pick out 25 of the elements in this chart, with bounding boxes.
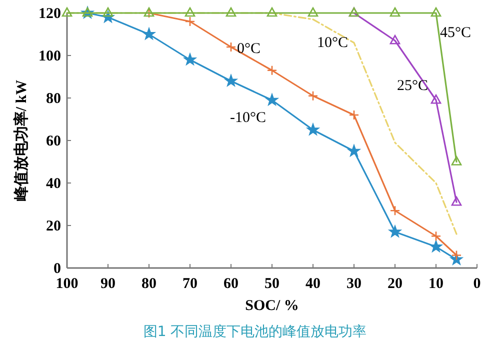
- x-tick-label: 80: [142, 276, 156, 292]
- y-tick-label: 0: [54, 261, 61, 277]
- x-axis-title: SOC/ %: [245, 298, 299, 314]
- series-label: 45°C: [440, 25, 472, 41]
- x-tick-label: 20: [388, 276, 402, 292]
- x-tick-label: 90: [100, 276, 116, 292]
- series-label: 0°C: [237, 41, 261, 57]
- caption: 图1 不同温度下电池的峰值放电功率: [143, 324, 367, 340]
- y-tick-label: 120: [38, 6, 61, 22]
- y-tick-label: 40: [46, 176, 61, 192]
- x-tick-label: 40: [306, 276, 320, 292]
- series-label: 25°C: [396, 78, 428, 94]
- series-label: 10°C: [316, 34, 348, 51]
- x-tick-label: 10: [428, 276, 444, 292]
- x-tick-label: 30: [346, 276, 362, 292]
- x-tick-label: 0: [473, 276, 481, 292]
- x-tick-label: 50: [264, 276, 280, 292]
- x-tick-label: 60: [224, 276, 238, 292]
- y-tick-label: 20: [46, 218, 61, 234]
- y-axis-title: 峰值放电功率/ kW: [12, 80, 30, 202]
- series-label: -10°C: [230, 110, 266, 126]
- y-tick-label: 100: [38, 48, 61, 64]
- y-tick-label: 60: [46, 134, 61, 150]
- x-tick-label: 70: [182, 276, 198, 292]
- y-tick-label: 80: [46, 91, 61, 107]
